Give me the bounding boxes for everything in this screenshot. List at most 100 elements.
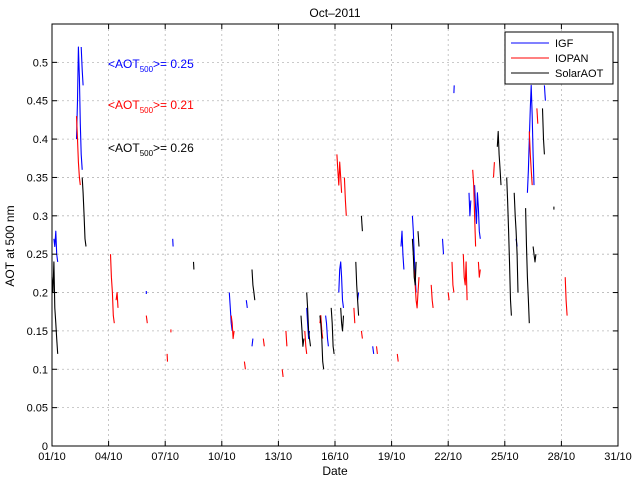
- series-segment-iopan: [304, 330, 308, 354]
- legend-label: IGF: [555, 38, 574, 50]
- series-segment-iopan: [75, 116, 81, 186]
- series-segment-solaraot: [300, 315, 305, 347]
- series-segment-solaraot: [81, 177, 87, 247]
- series-segment-solaraot: [417, 231, 420, 247]
- y-tick-label: 0.25: [27, 249, 48, 261]
- series-segment-igf: [245, 300, 248, 308]
- mean-annotation: <AOT500>= 0.21: [108, 98, 194, 115]
- annotation-subscript: 500: [140, 106, 154, 115]
- x-tick-label: 22/10: [434, 451, 462, 463]
- series-segment-iopan: [492, 162, 495, 178]
- x-tick-label: 13/10: [265, 451, 293, 463]
- series-segment-solaraot: [525, 208, 530, 324]
- series-segment-igf: [543, 85, 546, 101]
- y-tick-label: 0.4: [33, 134, 48, 146]
- x-tick-label: 01/10: [38, 451, 66, 463]
- series-segment-iopan: [353, 307, 356, 324]
- annotation-subscript: 500: [140, 65, 154, 74]
- legend-label: IOPAN: [555, 53, 588, 65]
- series-segment-solaraot: [251, 269, 256, 301]
- series-segment-solaraot: [496, 130, 502, 186]
- series-segment-iopan: [243, 361, 246, 370]
- annotation-prefix: <AOT: [108, 141, 140, 155]
- y-tick-label: 0.35: [27, 172, 48, 184]
- y-tick-label: 0.05: [27, 403, 48, 415]
- y-axis-label: AOT at 500 nm: [3, 205, 17, 286]
- series-segment-iopan: [477, 261, 481, 278]
- series-segment-iopan: [115, 291, 119, 308]
- series-segment-iopan: [447, 292, 450, 301]
- series-segment-iopan: [472, 169, 477, 247]
- series-segment-igf: [441, 238, 445, 255]
- series-segment-igf: [338, 261, 345, 308]
- x-tick-label: 16/10: [321, 451, 349, 463]
- series-segment-igf: [468, 192, 472, 217]
- series-segment-igf: [372, 346, 375, 354]
- series-segment-solaraot: [532, 246, 537, 263]
- series-segment-igf: [228, 292, 233, 331]
- series-segment-iopan: [343, 177, 347, 216]
- series-segment-iopan: [145, 315, 148, 324]
- mean-annotation: <AOT500>= 0.25: [108, 57, 194, 74]
- x-tick-label: 19/10: [378, 451, 406, 463]
- y-tick-label: 0.3: [33, 211, 48, 223]
- x-tick-label: 31/10: [604, 451, 632, 463]
- series-segment-solaraot: [330, 307, 335, 354]
- annotation-subscript: 500: [140, 149, 154, 158]
- x-tick-label: 07/10: [151, 451, 179, 463]
- annotation-prefix: <AOT: [108, 57, 140, 71]
- axis-ticks: 01/10 04/10 07/10 10/10 13/10 16/10 19/10 22/10…: [27, 24, 632, 463]
- mean-annotations: <AOT500>= 0.25<AOT500>= 0.21<AOT500>= 0.…: [108, 57, 194, 158]
- series-segment-igf: [474, 185, 481, 239]
- series-segment-solaraot: [355, 261, 360, 316]
- series-segment-solaraot: [360, 215, 363, 232]
- y-tick-label: 0.1: [33, 364, 48, 376]
- series-segment-solaraot: [506, 177, 512, 316]
- series-layer: [51, 46, 568, 377]
- x-axis-label: Date: [322, 464, 348, 478]
- y-tick-label: 0.5: [33, 57, 48, 69]
- x-tick-label: 10/10: [208, 451, 236, 463]
- series-segment-solaraot: [513, 192, 519, 293]
- series-segment-igf: [325, 315, 329, 347]
- annotation-value: >= 0.25: [153, 57, 194, 71]
- x-tick-label: 04/10: [95, 451, 123, 463]
- series-segment-iopan: [230, 315, 235, 340]
- series-segment-solaraot: [340, 307, 345, 332]
- series-segment-iopan: [528, 131, 533, 186]
- series-segment-iopan: [536, 108, 539, 124]
- y-tick-label: 0.2: [33, 288, 48, 300]
- series-segment-solaraot: [319, 315, 325, 370]
- series-segment-iopan: [109, 254, 115, 324]
- series-segment-iopan: [462, 254, 468, 301]
- series-segment-solaraot: [306, 292, 312, 347]
- series-segment-iopan: [564, 277, 568, 316]
- series-segment-igf: [526, 84, 535, 193]
- annotation-value: >= 0.21: [153, 98, 194, 112]
- series-segment-igf: [400, 230, 405, 270]
- y-tick-label: 0: [42, 441, 48, 453]
- x-tick-label: 25/10: [491, 451, 519, 463]
- series-segment-igf: [75, 46, 83, 170]
- annotation-value: >= 0.26: [153, 141, 194, 155]
- series-segment-iopan: [281, 369, 284, 377]
- x-tick-label: 28/10: [548, 451, 576, 463]
- annotation-prefix: <AOT: [108, 98, 140, 112]
- series-segment-solaraot: [541, 108, 545, 155]
- series-segment-iopan: [375, 346, 378, 354]
- series-segment-igf: [53, 230, 59, 262]
- series-segment-iopan: [262, 338, 265, 347]
- series-segment-iopan: [285, 330, 288, 347]
- series-segment-igf: [80, 46, 84, 86]
- legend: IGF IOPAN SolarAOT: [504, 31, 614, 85]
- series-segment-iopan: [336, 154, 343, 193]
- series-segment-igf: [251, 338, 254, 347]
- legend-label: SolarAOT: [555, 68, 604, 80]
- mean-annotation: <AOT500>= 0.26: [108, 141, 194, 158]
- series-segment-iopan: [430, 284, 434, 308]
- series-solaraot: [51, 108, 555, 370]
- series-iopan: [75, 108, 568, 377]
- series-segment-iopan: [451, 261, 455, 293]
- series-segment-iopan: [360, 330, 363, 339]
